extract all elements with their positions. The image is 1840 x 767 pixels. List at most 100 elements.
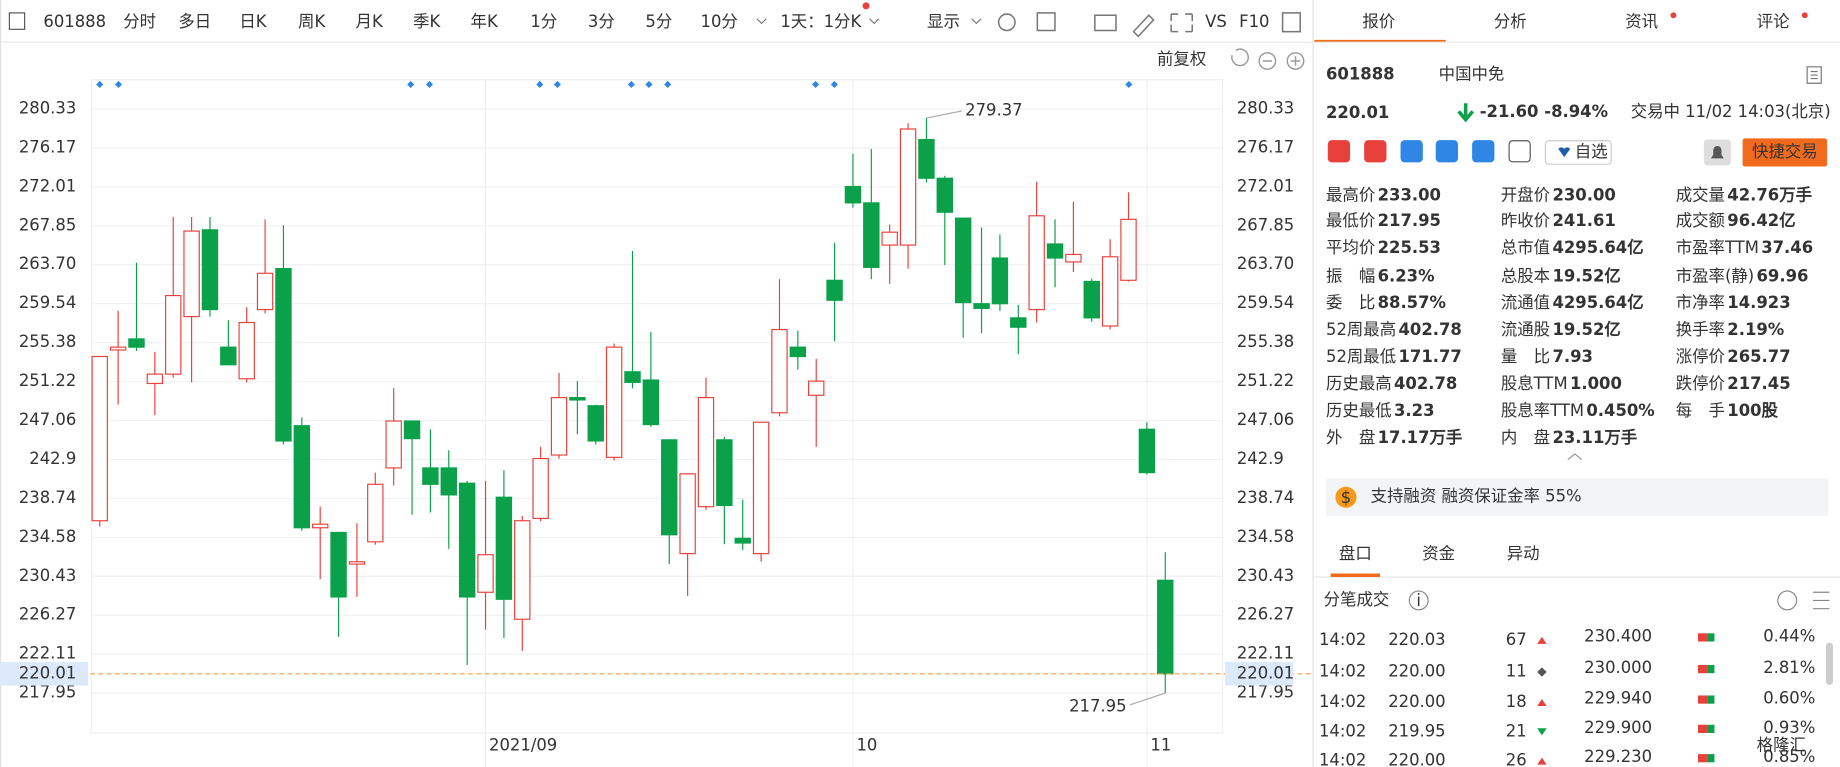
panel-tab[interactable]: 评论 <box>1757 12 1790 31</box>
trade-button[interactable] <box>1742 138 1828 167</box>
adjust-button[interactable]: 前复权 <box>1157 49 1206 68</box>
candle-body <box>1120 218 1137 281</box>
toolbar-item[interactable]: 3分 <box>588 12 615 31</box>
y-tick-label-right: 276.17 <box>1237 138 1294 157</box>
layout-icon[interactable] <box>1281 12 1301 33</box>
stat-label: 涨停价 <box>1676 347 1725 366</box>
candle-body <box>532 457 549 519</box>
camera-icon[interactable] <box>1094 14 1117 32</box>
trade-label[interactable]: 快捷交易 <box>1752 142 1818 161</box>
event-marker[interactable] <box>627 80 635 88</box>
event-marker[interactable] <box>1125 80 1133 88</box>
scrollbar[interactable] <box>1825 642 1833 685</box>
toolbar-item[interactable]: 显示 <box>927 12 960 31</box>
y-tick-label: 251.22 <box>19 371 76 390</box>
y-tick-label-right: 259.54 <box>1237 293 1294 312</box>
stat-value: 4295.64亿 <box>1552 293 1643 312</box>
stat-value: 241.61 <box>1552 211 1615 230</box>
list-icon[interactable] <box>1813 591 1830 610</box>
toolbar-item[interactable]: 月K <box>356 12 384 31</box>
event-marker[interactable] <box>407 80 415 88</box>
watch-label[interactable]: 自选 <box>1575 142 1608 161</box>
toolbar-item[interactable]: 周K <box>298 12 326 31</box>
event-marker[interactable] <box>425 80 434 88</box>
toolbar-item[interactable]: 分时 <box>123 12 156 31</box>
event-marker[interactable] <box>553 80 561 88</box>
trade-direction <box>1537 667 1547 677</box>
toolbar-item[interactable]: 日K <box>239 12 267 31</box>
sidebar-icon[interactable] <box>8 12 26 30</box>
y-tick-label: 222.11 <box>19 644 76 663</box>
stat-value: 96.42亿 <box>1727 211 1795 230</box>
stat-value: 37.46 <box>1761 238 1813 257</box>
stat-label: 平均价 <box>1326 238 1375 257</box>
event-marker[interactable] <box>830 80 838 88</box>
toolbar-icons <box>997 12 1301 38</box>
margin-banner <box>1326 478 1829 517</box>
collapse-icon[interactable] <box>1567 453 1583 461</box>
dropdown-chevron[interactable] <box>971 18 982 25</box>
y-tick-label: 217.95 <box>19 683 76 702</box>
tag-icon[interactable] <box>1508 140 1531 163</box>
toolbar-item[interactable]: 1分 <box>530 12 557 31</box>
dropdown-chevron[interactable] <box>869 18 880 25</box>
panel-tab[interactable]: 资讯 <box>1625 12 1658 31</box>
stat-label: 每 手 <box>1676 401 1725 420</box>
tag-icon[interactable] <box>1472 140 1495 163</box>
toolbar-item[interactable]: 5分 <box>645 12 672 31</box>
menu-icon[interactable] <box>1806 66 1822 84</box>
event-marker[interactable] <box>645 80 653 88</box>
dropdown-chevron[interactable] <box>756 18 767 25</box>
tag-icon[interactable] <box>1435 140 1459 163</box>
level-ratio: 0.44% <box>1763 626 1815 645</box>
x-tick-label: 10 <box>856 735 877 754</box>
toolbar-item[interactable]: 年K <box>471 12 499 31</box>
y-tick-label: 263.70 <box>19 254 76 273</box>
panel-tab[interactable]: 报价 <box>1362 12 1395 31</box>
toolbar-item[interactable]: F10 <box>1239 12 1269 31</box>
toolbar-item[interactable]: 10分 <box>701 12 738 31</box>
candle-body <box>679 473 696 555</box>
reset-icon[interactable] <box>1231 48 1249 67</box>
toolbar-item[interactable]: 1天：1分K <box>780 12 862 31</box>
candle-body <box>789 346 807 358</box>
candle-body <box>587 405 604 442</box>
toolbar-item[interactable]: VS <box>1205 12 1227 31</box>
sub-tab[interactable]: 资金 <box>1422 544 1455 563</box>
info-icon[interactable] <box>1408 590 1429 611</box>
tag-icon[interactable] <box>1400 140 1423 163</box>
toolbar-code[interactable]: 601888 <box>43 12 106 31</box>
candle-body <box>109 346 127 351</box>
y-tick-label: 272.01 <box>19 176 76 195</box>
stat-value: 171.77 <box>1398 347 1461 366</box>
sub-tab[interactable]: 盘口 <box>1339 544 1372 563</box>
event-marker[interactable] <box>96 80 104 88</box>
toolbar-item[interactable]: 多日 <box>178 12 211 31</box>
fullscreen-icon[interactable] <box>1170 13 1194 33</box>
last-price-tag-label-right: 220.01 <box>1237 663 1294 682</box>
zoom-out-icon[interactable] <box>1258 52 1277 70</box>
watch-button[interactable] <box>1544 140 1612 165</box>
toolbar-item[interactable]: 季K <box>413 12 441 31</box>
tag-icon[interactable] <box>1364 140 1387 163</box>
box-icon[interactable] <box>1036 12 1056 32</box>
event-marker[interactable] <box>115 80 123 88</box>
stat-label: 委 比 <box>1326 293 1375 312</box>
pen-icon[interactable] <box>1132 14 1155 38</box>
min-label: 217.95 <box>1069 697 1126 716</box>
zoom-in-icon[interactable] <box>1286 52 1305 70</box>
y-tick-label-right: 255.38 <box>1237 332 1294 351</box>
trade-price: 220.00 <box>1388 662 1445 681</box>
stat-label: 昨收价 <box>1501 211 1550 230</box>
stat-value: 4295.64亿 <box>1552 238 1643 257</box>
event-marker[interactable] <box>812 80 820 88</box>
settings-icon[interactable] <box>997 13 1016 32</box>
panel-tab[interactable]: 分析 <box>1494 12 1527 31</box>
more-icon[interactable] <box>1777 590 1798 611</box>
level-bar-buy <box>1707 724 1715 733</box>
event-marker[interactable] <box>664 80 672 88</box>
candle-body <box>881 231 898 246</box>
sub-tab[interactable]: 异动 <box>1507 544 1540 563</box>
tag-icon[interactable] <box>1327 140 1351 163</box>
y-tick-label: 242.9 <box>29 449 76 468</box>
